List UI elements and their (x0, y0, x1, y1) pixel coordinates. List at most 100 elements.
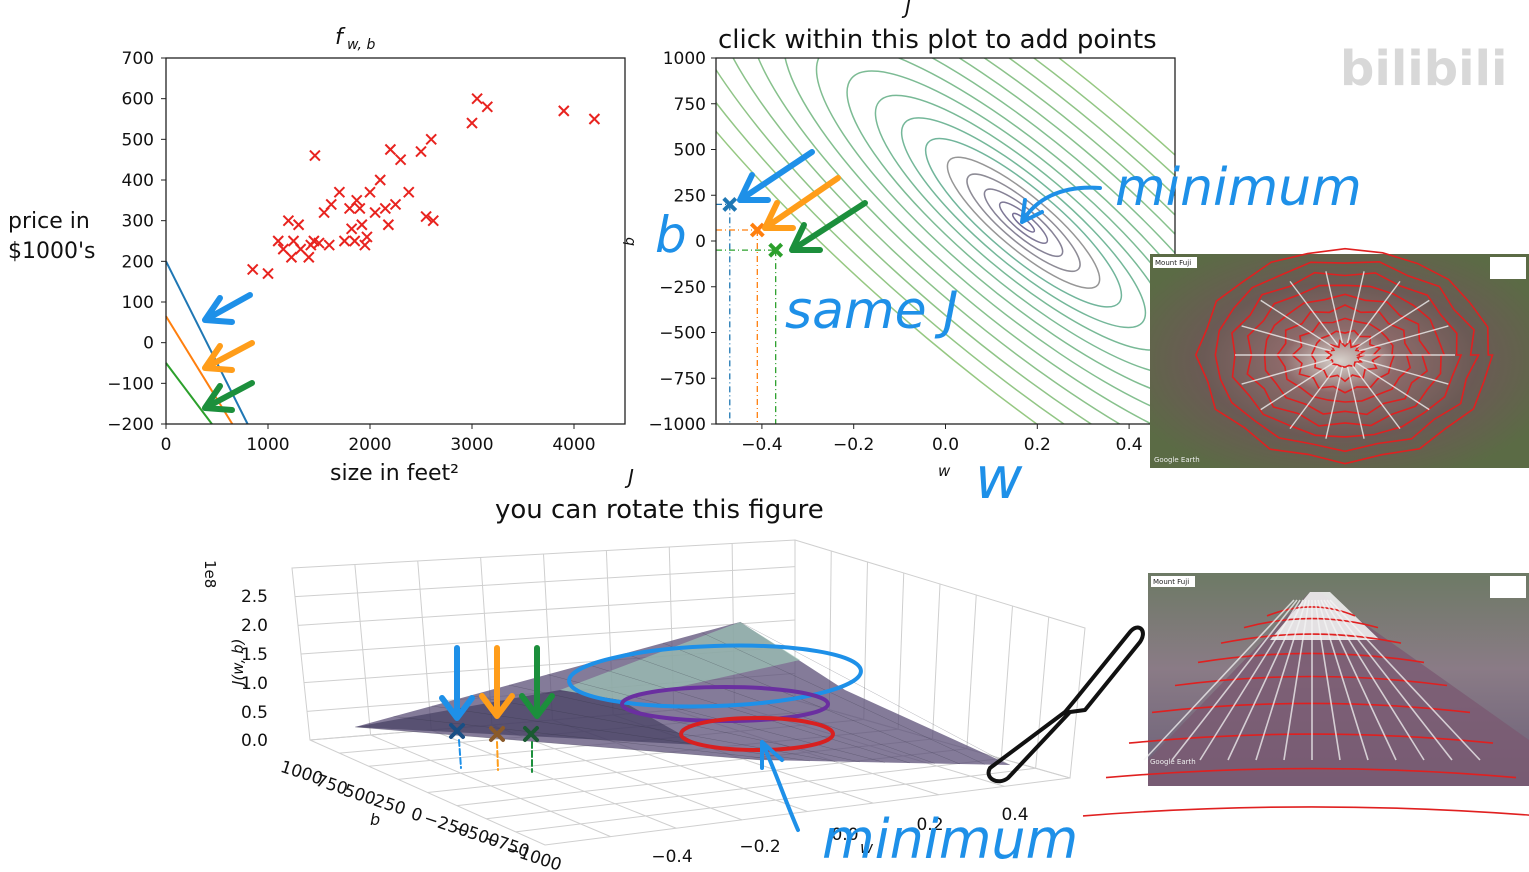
scatter-point (348, 235, 361, 247)
scatter-point (272, 235, 284, 247)
map-top-ridge (1346, 271, 1365, 344)
surface-loops (567, 643, 863, 752)
scatter-point (471, 92, 483, 105)
map-top-ridge (1260, 362, 1334, 411)
surface-grid-line (932, 583, 941, 740)
scatter-point (374, 174, 386, 186)
scatter-point (558, 105, 570, 117)
scatter-ytick-label: 700 (122, 49, 154, 69)
scatter-point (282, 214, 295, 227)
map-bottom-contour (1105, 767, 1517, 779)
map-bottom-ridge (1326, 599, 1453, 761)
surface-grid-line (897, 572, 905, 730)
scatter-point (364, 186, 376, 198)
map-bottom: Mount Fuji Google Earth (1082, 573, 1529, 817)
scatter-line-green (165, 362, 213, 425)
scatter-xlabel: size in feet² (330, 461, 459, 486)
surface-wtick-label: 0.0 (831, 825, 858, 845)
scatter-point (345, 223, 358, 235)
contour-xlabel: w (938, 462, 951, 480)
scatter-point (481, 101, 494, 113)
scatter-xtick-label: 3000 (450, 435, 493, 455)
contour-marker-orange (749, 222, 765, 238)
scatter-point (325, 198, 337, 211)
contour-frame (715, 57, 1176, 425)
contour-same-j-note: same J (785, 281, 958, 341)
watermark: bilibili (1340, 41, 1507, 97)
map-bottom-contour (1082, 806, 1529, 817)
surface-minimum-note: minimum (822, 808, 1078, 871)
scatter-point (420, 210, 432, 223)
scatter-point (384, 143, 397, 156)
map-bottom-ridge (1227, 599, 1304, 761)
contour-ytick-label: −500 (659, 324, 706, 344)
contour-title: click within this plot to add points (718, 25, 1157, 55)
map-top-ridge (1325, 271, 1344, 344)
map-top-contour (1214, 260, 1480, 453)
scatter-ytick-label: 500 (122, 130, 154, 150)
map-top: Mount Fuji Google Earth (1150, 247, 1529, 468)
scatter-point (425, 133, 437, 146)
map-top-title: Mount Fuji (1155, 259, 1191, 267)
scatter-arrows (202, 292, 255, 413)
scatter-point (246, 263, 259, 276)
contour-level (716, 58, 1175, 424)
map-top-ridge (1260, 299, 1334, 348)
contour-xtick-label: −0.4 (741, 435, 782, 455)
contour-level (716, 58, 1175, 424)
scatter-ytick-label: 200 (122, 252, 154, 272)
map-bottom-ridge (1323, 599, 1425, 761)
map-top-ridge (1289, 280, 1339, 346)
scatter-point (303, 251, 315, 263)
contour-marker-green (768, 242, 784, 258)
contour-ytick-label: 500 (674, 141, 706, 161)
map-top-footer: Google Earth (1154, 456, 1200, 464)
contour-ytick-label: 1000 (663, 49, 706, 69)
contour-marker-blue (722, 196, 738, 212)
contour-ytick-label: −750 (659, 369, 706, 389)
contour-ytick-label: −250 (659, 278, 706, 298)
map-top-ridge (1358, 325, 1449, 352)
surface-blabel: b (370, 810, 380, 829)
map-bottom-ridge (1143, 599, 1295, 761)
contour-ticks: −0.4 −0.2 0.0 0.2 0.4 1000 750 500 250 0 −250 −500 −… (648, 49, 1142, 455)
scatter-ylabel-2: $1000's (8, 239, 96, 264)
surface-arrows (439, 645, 555, 721)
scatter-point (313, 237, 325, 249)
scatter-ytick-label: 600 (122, 90, 154, 110)
contour-level (748, 58, 1175, 424)
scatter-point (323, 239, 335, 251)
contour-panel: J click within this plot to add points b… (622, 0, 1362, 512)
contour-ytick-label: −1000 (648, 415, 706, 435)
scatter-point (389, 198, 402, 211)
map-top-contour (1231, 271, 1463, 438)
contour-xtick-label: −0.2 (833, 435, 874, 455)
contour-level (846, 70, 1175, 376)
surface-ztick-label: 0.5 (241, 703, 268, 723)
scatter-point (359, 239, 371, 251)
surface-grid-line (1000, 605, 1013, 759)
surface-ztick-label: 1.5 (241, 645, 268, 665)
map-bottom-ridge (1199, 599, 1301, 761)
map-top-contour (1276, 304, 1414, 403)
surface-grid-line (486, 758, 1002, 820)
scatter-point (262, 267, 274, 280)
scatter-ytick-label: 300 (122, 212, 154, 232)
scatter-point (309, 149, 321, 162)
map-bottom-ridge (1283, 599, 1310, 761)
scatter-point (394, 153, 407, 166)
contour-arrows (737, 149, 868, 253)
scatter-line-blue (165, 260, 249, 425)
surface-mesh-line (624, 653, 936, 764)
scatter-ticks: 0 1000 2000 3000 40007006005004003002001000−… (107, 49, 595, 455)
surface-ztick-label: 2.0 (241, 616, 268, 636)
contour-level (716, 58, 1175, 424)
scatter-point (379, 202, 392, 215)
scatter-fit-lines (165, 260, 249, 425)
scatter-points (246, 92, 601, 280)
map-top-ridge (1346, 366, 1365, 439)
contour-xtick-label: 0.2 (1024, 435, 1051, 455)
scatter-point (588, 113, 601, 125)
surface-wtick-label: 0.2 (916, 815, 943, 835)
